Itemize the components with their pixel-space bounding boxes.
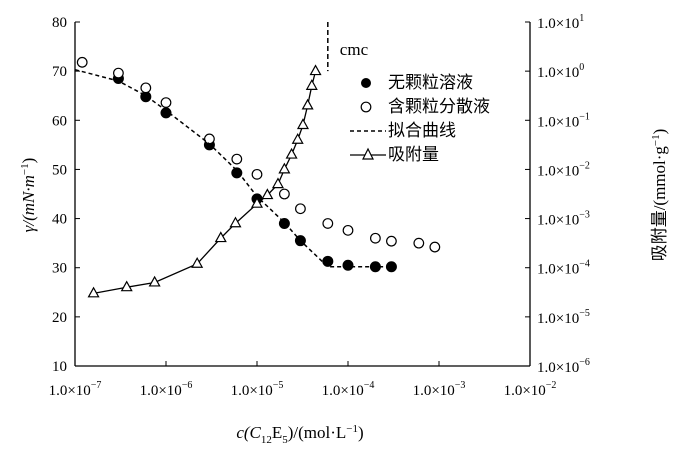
legend-with-particle-marker [360, 101, 372, 113]
fit-curve-line [74, 68, 392, 268]
x-tick-label: 1.0×10−2 [504, 380, 557, 399]
adsorption-point [301, 98, 314, 110]
y-right-tick-label: 1.0×10−6 [537, 357, 590, 376]
cmc-label: cmc [340, 40, 369, 59]
y-right-tick-label: 1.0×100 [537, 62, 584, 81]
x-axis-label: c(C12E5)/(mol·L−1) [236, 423, 363, 446]
no-particle-point [231, 167, 243, 179]
with-particle-point [76, 56, 88, 68]
with-particle-point [160, 97, 172, 108]
adsorption-point [271, 177, 284, 189]
with-particle-point [231, 153, 243, 165]
adsorption-point [285, 147, 298, 159]
with-particle-point [386, 235, 397, 247]
with-particle-point [342, 224, 354, 236]
with-particle-point [140, 82, 152, 94]
adsorption-point [229, 216, 242, 228]
legend-label: 吸附量 [388, 145, 439, 164]
adsorption-point [120, 280, 133, 292]
y-left-tick-label: 20 [52, 310, 67, 326]
y-left-tick-label: 40 [52, 212, 67, 228]
y-left-tick-label: 50 [52, 162, 67, 178]
with-particle-point [322, 218, 334, 229]
y-left-tick-label: 10 [52, 359, 67, 375]
adsorption-point [291, 133, 304, 144]
series-layer [74, 56, 441, 298]
with-particle-point [295, 203, 306, 215]
with-particle-point [413, 237, 425, 249]
x-tick-label: 1.0×10−4 [322, 380, 375, 399]
adsorption-point [148, 275, 161, 287]
y-right-tick-label: 1.0×10−2 [537, 160, 590, 179]
adsorption-point [191, 257, 204, 268]
x-tick-label: 1.0×10−5 [231, 380, 284, 399]
legend-label: 无颗粒溶液 [388, 73, 473, 92]
with-particle-point [369, 232, 381, 244]
adsorption-point [309, 64, 322, 76]
y-right-axis-label: 吸附量/(mmol·g−1) [650, 129, 669, 262]
adsorption-point [87, 286, 100, 298]
adsorption-point [278, 162, 291, 174]
y-right-tick-label: 1.0×10−5 [537, 308, 590, 327]
y-left-tick-label: 30 [52, 261, 67, 277]
x-tick-label: 1.0×10−3 [413, 380, 466, 399]
x-tick-label: 1.0×10−7 [49, 380, 102, 399]
y-right-tick-label: 1.0×10−4 [537, 259, 590, 278]
y-right-tick-label: 1.0×101 [537, 13, 584, 32]
adsorption-line [93, 70, 317, 295]
legend-label: 含颗粒分散液 [388, 97, 490, 116]
adsorption-point [214, 231, 227, 243]
legend-label: 拟合曲线 [388, 121, 456, 140]
adsorption-point [250, 196, 264, 208]
no-particle-point [322, 255, 334, 267]
y-right-tick-label: 1.0×10−3 [537, 210, 590, 229]
y-left-tick-label: 80 [52, 15, 67, 31]
with-particle-point [251, 168, 263, 180]
legend-no-particle-marker [361, 78, 371, 88]
with-particle-point [204, 133, 215, 145]
no-particle-point [342, 259, 354, 271]
y-left-tick-label: 70 [52, 64, 67, 80]
adsorption-point [261, 188, 274, 200]
adsorption-point [296, 118, 309, 130]
adsorption-point [305, 79, 318, 90]
with-particle-point [429, 241, 441, 253]
x-tick-label: 1.0×10−6 [140, 380, 193, 399]
y-left-axis-label: γ/(mN·m−1) [19, 158, 38, 233]
with-particle-point [113, 67, 124, 79]
axes-layer: 10 20 30 40 50 60 70 80 1.0×10−6 1.0×10−5 1.0×10−4… [49, 13, 590, 399]
legend-adsorption-marker [362, 147, 374, 160]
y-right-tick-label: 1.0×10−1 [537, 111, 590, 130]
y-left-tick-label: 60 [52, 113, 67, 129]
with-particle-point [278, 188, 290, 200]
